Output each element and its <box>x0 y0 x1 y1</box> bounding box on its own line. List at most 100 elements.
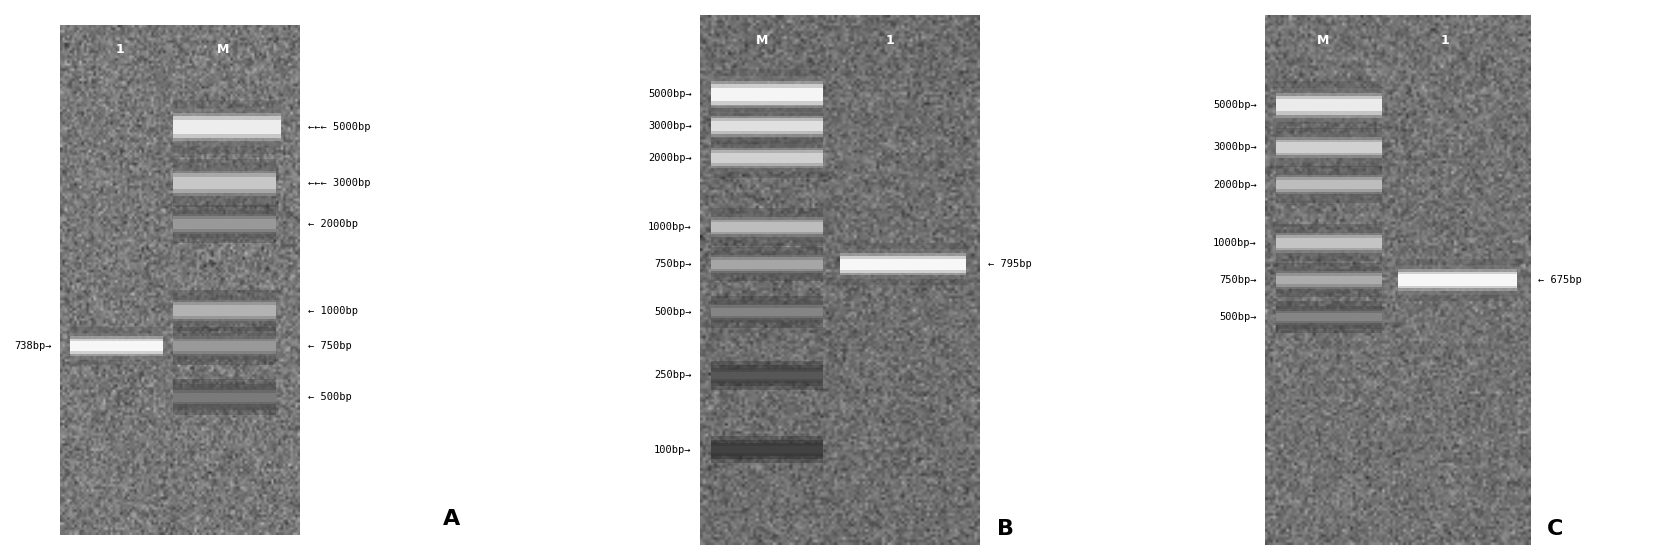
Bar <box>711 84 824 104</box>
Bar <box>1275 271 1381 289</box>
Bar <box>711 365 824 386</box>
Bar <box>1275 224 1381 261</box>
Bar <box>1275 301 1381 333</box>
Text: A: A <box>443 509 460 529</box>
Bar <box>173 219 275 229</box>
Text: 1: 1 <box>116 43 124 56</box>
Bar <box>69 336 163 356</box>
Bar <box>1398 265 1517 295</box>
Bar <box>173 205 275 243</box>
Text: M: M <box>755 33 769 47</box>
Text: C: C <box>1547 519 1564 539</box>
Bar <box>1275 99 1381 112</box>
Bar <box>1275 93 1381 118</box>
Bar <box>69 332 163 360</box>
Bar <box>711 218 824 236</box>
Bar <box>711 150 824 166</box>
Text: 2000bp→: 2000bp→ <box>648 153 691 163</box>
Bar <box>173 300 275 321</box>
Bar <box>1275 275 1381 285</box>
Bar <box>1275 171 1381 198</box>
Bar <box>1275 142 1381 153</box>
Bar <box>711 307 824 316</box>
Text: 5000bp→: 5000bp→ <box>648 89 691 99</box>
Bar <box>711 222 824 232</box>
Bar <box>173 170 275 196</box>
Bar <box>173 290 275 331</box>
Bar <box>1275 268 1381 292</box>
Bar <box>173 392 275 402</box>
Bar <box>711 82 824 108</box>
Bar <box>1275 309 1381 325</box>
Bar <box>173 117 280 138</box>
Bar <box>1275 88 1381 122</box>
Bar <box>1398 271 1517 289</box>
Bar <box>711 300 824 323</box>
Bar <box>841 253 967 275</box>
Text: 250bp→: 250bp→ <box>654 370 691 380</box>
Bar <box>173 385 275 410</box>
Bar <box>711 305 824 318</box>
Text: 5000bp→: 5000bp→ <box>1213 100 1257 110</box>
Text: 1000bp→: 1000bp→ <box>1213 238 1257 248</box>
Bar <box>173 327 275 365</box>
Bar <box>711 446 824 453</box>
Bar <box>711 372 824 379</box>
Bar <box>1275 175 1381 194</box>
Bar <box>173 173 275 193</box>
Bar <box>711 445 824 455</box>
Bar <box>1275 128 1381 168</box>
Text: 738bp→: 738bp→ <box>13 341 52 351</box>
Bar <box>841 259 967 270</box>
Bar <box>1275 238 1381 248</box>
Bar <box>841 243 967 285</box>
Bar <box>711 153 824 163</box>
Bar <box>711 116 824 137</box>
Bar <box>711 370 824 381</box>
Bar <box>69 339 163 354</box>
Text: 750bp→: 750bp→ <box>1220 275 1257 285</box>
Bar <box>1275 273 1381 287</box>
Bar <box>173 341 275 351</box>
Bar <box>711 220 824 234</box>
Bar <box>173 380 275 415</box>
Bar <box>1275 311 1381 324</box>
Bar <box>1275 233 1381 253</box>
Bar <box>711 209 824 245</box>
Bar <box>173 108 280 147</box>
Text: ← 795bp: ← 795bp <box>988 259 1032 269</box>
Bar <box>173 296 275 325</box>
Bar <box>173 159 275 208</box>
Text: M: M <box>216 43 230 56</box>
Bar <box>1275 81 1381 129</box>
Text: 1000bp→: 1000bp→ <box>648 222 691 232</box>
Bar <box>173 305 275 316</box>
Text: ←←← 5000bp: ←←← 5000bp <box>309 122 371 132</box>
Text: 3000bp→: 3000bp→ <box>648 122 691 132</box>
Bar <box>173 113 280 141</box>
Bar <box>711 368 824 383</box>
Bar <box>711 436 824 463</box>
Bar <box>1398 269 1517 291</box>
Bar <box>711 440 824 459</box>
Text: 500bp→: 500bp→ <box>654 307 691 317</box>
Bar <box>711 296 824 327</box>
Bar <box>711 247 824 281</box>
Bar <box>711 304 824 320</box>
Text: ← 500bp: ← 500bp <box>309 392 352 402</box>
Bar <box>711 69 824 120</box>
Bar <box>711 260 824 269</box>
Bar <box>173 100 280 154</box>
Bar <box>1398 259 1517 301</box>
Bar <box>711 443 824 457</box>
Bar <box>173 336 275 356</box>
Bar <box>1275 139 1381 155</box>
Bar <box>173 210 275 238</box>
Bar <box>1275 180 1381 189</box>
Bar <box>711 77 824 113</box>
Bar <box>711 255 824 273</box>
Bar <box>1275 313 1381 321</box>
Bar <box>173 214 275 234</box>
Bar <box>173 165 275 200</box>
Bar <box>173 177 275 189</box>
